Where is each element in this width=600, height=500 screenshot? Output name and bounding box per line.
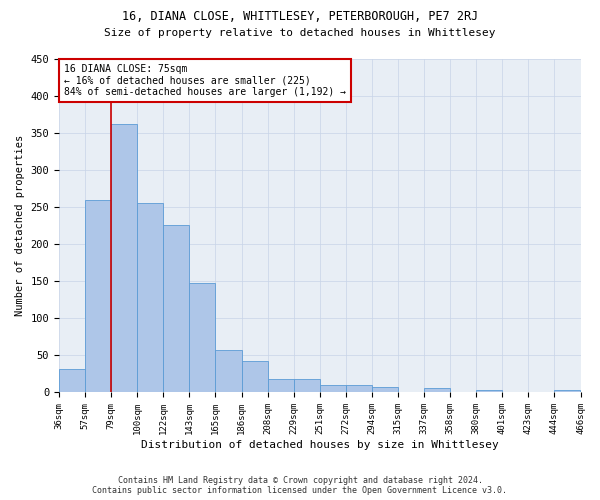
Text: 16 DIANA CLOSE: 75sqm
← 16% of detached houses are smaller (225)
84% of semi-det: 16 DIANA CLOSE: 75sqm ← 16% of detached … [64, 64, 346, 97]
Bar [137, 203, 163, 392]
Bar [242, 360, 268, 392]
Bar [476, 390, 502, 392]
Y-axis label: Number of detached properties: Number of detached properties [15, 135, 25, 316]
Bar [215, 350, 242, 393]
Text: Size of property relative to detached houses in Whittlesey: Size of property relative to detached ho… [104, 28, 496, 38]
Bar [554, 390, 580, 392]
Bar [424, 388, 450, 392]
Bar [111, 124, 137, 392]
Text: 16, DIANA CLOSE, WHITTLESEY, PETERBOROUGH, PE7 2RJ: 16, DIANA CLOSE, WHITTLESEY, PETERBOROUG… [122, 10, 478, 23]
Bar [346, 385, 372, 392]
Bar [190, 283, 215, 393]
Text: Contains HM Land Registry data © Crown copyright and database right 2024.
Contai: Contains HM Land Registry data © Crown c… [92, 476, 508, 495]
Bar [268, 379, 293, 392]
Bar [163, 225, 190, 392]
X-axis label: Distribution of detached houses by size in Whittlesey: Distribution of detached houses by size … [141, 440, 499, 450]
Bar [372, 388, 398, 392]
Bar [59, 370, 85, 392]
Bar [320, 385, 346, 392]
Bar [85, 200, 111, 392]
Bar [293, 379, 320, 392]
